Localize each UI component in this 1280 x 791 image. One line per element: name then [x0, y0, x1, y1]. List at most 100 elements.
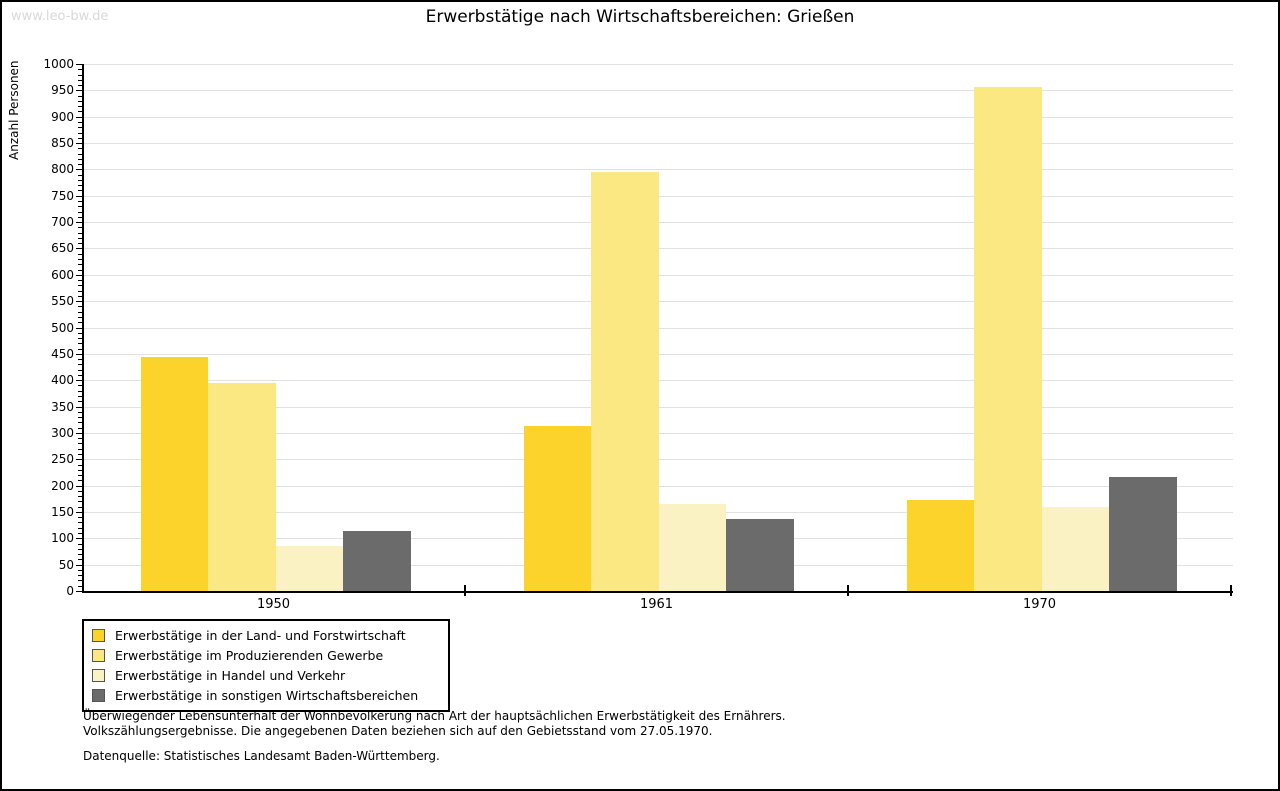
y-major-tick [76, 511, 82, 513]
y-tick-label: 700 [51, 215, 74, 230]
y-major-tick [76, 406, 82, 408]
bar [208, 382, 276, 591]
y-minor-tick [78, 464, 82, 466]
gridline [84, 432, 1233, 434]
bar [591, 172, 659, 591]
gridline [84, 169, 1233, 171]
y-major-tick [76, 248, 82, 250]
y-minor-tick [78, 295, 82, 297]
y-minor-tick [78, 480, 82, 482]
y-minor-tick [78, 95, 82, 97]
y-minor-tick [78, 69, 82, 71]
y-minor-tick [78, 332, 82, 334]
y-minor-tick [78, 185, 82, 187]
gridline [84, 195, 1233, 197]
legend-swatch [92, 688, 105, 702]
y-minor-tick [78, 174, 82, 176]
y-minor-tick [78, 211, 82, 213]
y-axis-title: Anzahl Personen [7, 60, 21, 160]
y-major-tick [76, 143, 82, 145]
y-minor-tick [78, 227, 82, 229]
y-minor-tick [78, 469, 82, 471]
y-major-tick [76, 538, 82, 540]
y-minor-tick [78, 554, 82, 556]
bar [726, 518, 794, 591]
y-minor-tick [78, 443, 82, 445]
y-minor-tick [78, 79, 82, 81]
bar [906, 500, 974, 591]
gridline [84, 222, 1233, 224]
bar [1109, 476, 1177, 591]
y-minor-tick [78, 85, 82, 87]
y-major-tick [76, 591, 82, 592]
legend-item: Erwerbstätige im Produzierenden Gewerbe [84, 645, 448, 665]
y-minor-tick [78, 258, 82, 260]
y-minor-tick [78, 533, 82, 535]
y-minor-tick [78, 506, 82, 508]
y-major-tick [76, 116, 82, 118]
bar [343, 530, 411, 591]
y-minor-tick [78, 232, 82, 234]
y-minor-tick [78, 427, 82, 429]
y-minor-tick [78, 364, 82, 366]
gridline [84, 406, 1233, 408]
legend-swatch [92, 648, 105, 662]
y-major-tick [76, 274, 82, 276]
y-major-tick [76, 485, 82, 487]
y-minor-tick [78, 496, 82, 498]
y-tick-label: 350 [51, 399, 74, 414]
x-tick-label: 1950 [256, 597, 291, 612]
y-tick-label: 750 [51, 188, 74, 203]
y-tick-label: 1000 [43, 57, 74, 71]
y-major-tick [76, 195, 82, 197]
y-minor-tick [78, 490, 82, 492]
x-axis-tick [464, 585, 466, 596]
gridline [84, 90, 1233, 92]
y-tick-label: 900 [51, 109, 74, 124]
y-minor-tick [78, 201, 82, 203]
legend-label: Erwerbstätige in Handel und Verkehr [115, 667, 346, 683]
legend-swatch [92, 668, 105, 682]
x-tick-label: 1961 [639, 597, 674, 612]
gridline [84, 485, 1233, 487]
y-minor-tick [78, 132, 82, 134]
x-axis-tick [1230, 585, 1232, 596]
y-minor-tick [78, 216, 82, 218]
y-minor-tick [78, 100, 82, 102]
y-minor-tick [78, 237, 82, 239]
y-major-tick [76, 380, 82, 382]
gridline [84, 327, 1233, 329]
y-major-tick [76, 222, 82, 224]
y-tick-label: 450 [51, 346, 74, 361]
bar [275, 546, 343, 591]
y-minor-tick [78, 206, 82, 208]
y-tick-label: 150 [51, 504, 74, 519]
watermark: www.leo-bw.de [11, 9, 109, 24]
y-minor-tick [78, 517, 82, 519]
y-minor-tick [78, 74, 82, 76]
footnote-line-1: Überwiegender Lebensunterhalt der Wohnbe… [83, 709, 786, 723]
gridline [84, 353, 1233, 355]
y-minor-tick [78, 359, 82, 361]
y-major-tick [76, 459, 82, 461]
y-tick-label: 550 [51, 294, 74, 309]
y-minor-tick [78, 401, 82, 403]
y-major-tick [76, 90, 82, 92]
y-minor-tick [78, 153, 82, 155]
y-minor-tick [78, 438, 82, 440]
gridline [84, 116, 1233, 118]
y-tick-label: 650 [51, 241, 74, 256]
y-minor-tick [78, 269, 82, 271]
bar [1041, 506, 1109, 591]
bar [658, 503, 726, 591]
y-minor-tick [78, 280, 82, 282]
y-minor-tick [78, 306, 82, 308]
y-minor-tick [78, 374, 82, 376]
y-minor-tick [78, 343, 82, 345]
y-minor-tick [78, 453, 82, 455]
gridline [84, 301, 1233, 303]
y-minor-tick [78, 127, 82, 129]
plot-area [82, 64, 1233, 593]
y-minor-tick [78, 390, 82, 392]
y-minor-tick [78, 311, 82, 313]
